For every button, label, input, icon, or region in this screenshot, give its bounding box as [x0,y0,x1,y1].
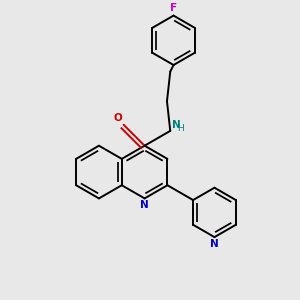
Text: N: N [140,200,149,210]
Text: F: F [170,3,177,13]
Text: N: N [210,239,219,249]
Text: O: O [113,113,122,123]
Text: N: N [172,120,181,130]
Text: H: H [178,124,184,133]
